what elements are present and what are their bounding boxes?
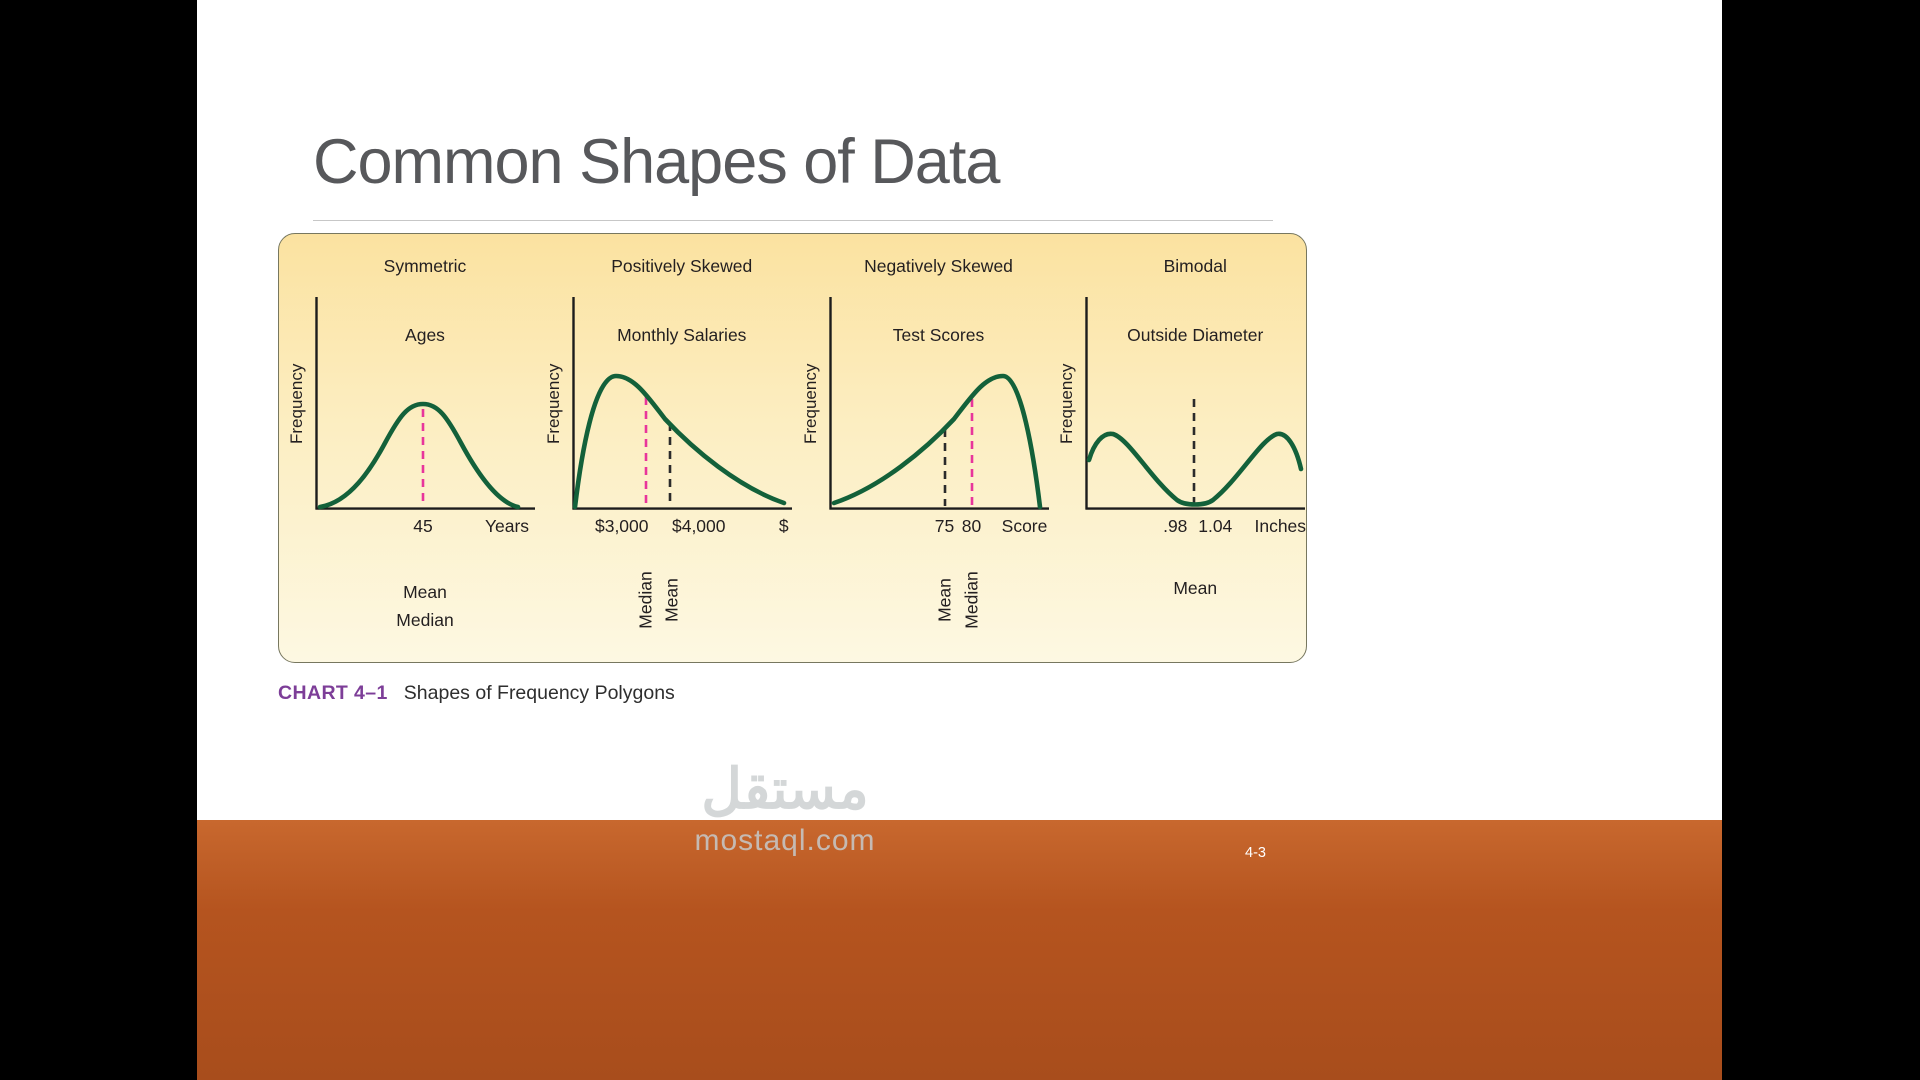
symmetric-curve-chart bbox=[315, 297, 535, 510]
x-tick-label: 75 bbox=[934, 516, 955, 536]
plot-area-bimodal: Outside Diameter bbox=[1085, 297, 1306, 510]
caption-text: Shapes of Frequency Polygons bbox=[403, 682, 675, 704]
title-divider bbox=[313, 220, 1273, 221]
x-tick-label: 80 bbox=[961, 516, 982, 536]
x-axis-title: Score bbox=[1001, 516, 1048, 536]
x-tick-label: $3,000 bbox=[594, 516, 649, 536]
statistic-labels: Mean Median bbox=[315, 544, 535, 660]
median-label-rotated: Median bbox=[961, 571, 981, 629]
mean-label: Mean bbox=[403, 582, 447, 602]
y-axis-label: Frequency bbox=[287, 363, 306, 444]
x-axis-labels: 45 Years bbox=[315, 510, 535, 544]
plot-row-positively-skewed: Frequency Monthly Salaries bbox=[536, 297, 793, 510]
median-label-rotated: Median bbox=[635, 571, 656, 629]
panel-bimodal: Bimodal Frequency Outside Diameter bbox=[1049, 256, 1306, 662]
footer-bar bbox=[197, 820, 1722, 1080]
plot-row-bimodal: Frequency Outside Diameter bbox=[1049, 297, 1306, 510]
plot-area-negatively-skewed: Test Scores bbox=[828, 297, 1049, 510]
x-tick-label: 1.04 bbox=[1198, 516, 1233, 536]
plot-area-symmetric: Ages bbox=[315, 297, 535, 510]
positively-skewed-curve-chart bbox=[572, 297, 792, 510]
x-axis-title: Years bbox=[484, 516, 530, 536]
plot-subtitle: Outside Diameter bbox=[1127, 325, 1264, 345]
shape-label-negatively-skewed: Negatively Skewed bbox=[864, 256, 1013, 276]
frequency-curve bbox=[572, 373, 787, 510]
y-axis-label: Frequency bbox=[800, 363, 820, 444]
plot-row-negatively-skewed: Frequency Test Scores bbox=[793, 297, 1050, 510]
frequency-curve bbox=[831, 373, 1042, 510]
x-tick-label: $4,000 bbox=[671, 516, 726, 536]
bimodal-curve-chart bbox=[1085, 297, 1306, 510]
mean-label: Mean bbox=[1173, 578, 1218, 598]
x-axis-labels: 75 80 Score bbox=[829, 510, 1049, 544]
y-axis-label: Frequency bbox=[543, 363, 563, 444]
x-tick-label: 45 bbox=[413, 516, 433, 536]
frequency-curve bbox=[1086, 431, 1304, 507]
statistic-labels: Mean Median bbox=[829, 544, 1049, 660]
presentation-slide: Common Shapes of Data Symmetric Frequenc… bbox=[197, 0, 1722, 1080]
plot-row-symmetric: Frequency Ages bbox=[279, 297, 536, 510]
y-axis-label: Frequency bbox=[1057, 363, 1077, 444]
slide-page-number: 4-3 bbox=[1245, 845, 1266, 861]
x-tick-label: .98 bbox=[1163, 516, 1188, 536]
x-axis-labels: $3,000 $4,000 $ bbox=[572, 510, 792, 544]
x-axis-title: Inches bbox=[1254, 516, 1307, 536]
panel-symmetric: Symmetric Frequency Ages 45 bbox=[279, 256, 536, 662]
plot-subtitle: Ages bbox=[405, 325, 445, 345]
panel-positively-skewed: Positively Skewed Frequency Monthly Sala… bbox=[536, 256, 793, 662]
statistic-labels: Mean bbox=[1085, 544, 1305, 660]
caption-chart-number: CHART 4–1 bbox=[278, 682, 388, 704]
panel-negatively-skewed: Negatively Skewed Frequency Test Scores bbox=[793, 256, 1050, 662]
x-axis-title: $ bbox=[778, 516, 789, 536]
shape-label-positively-skewed: Positively Skewed bbox=[611, 256, 753, 276]
mean-label-rotated: Mean bbox=[934, 578, 954, 622]
frequency-polygon-figure: Symmetric Frequency Ages 45 bbox=[278, 233, 1307, 663]
shape-label-bimodal: Bimodal bbox=[1163, 256, 1227, 276]
plot-subtitle: Monthly Salaries bbox=[617, 325, 747, 345]
mean-label-rotated: Mean bbox=[661, 578, 682, 622]
figure-caption: CHART 4–1 Shapes of Frequency Polygons bbox=[278, 682, 675, 705]
plot-subtitle: Test Scores bbox=[892, 325, 985, 345]
x-axis-labels: .98 1.04 Inches bbox=[1085, 510, 1307, 544]
plot-area-positively-skewed: Monthly Salaries bbox=[572, 297, 792, 510]
slide-title: Common Shapes of Data bbox=[313, 127, 1000, 197]
mostaql-arabic-logo: مستقل bbox=[701, 757, 869, 820]
shape-label-symmetric: Symmetric bbox=[383, 256, 467, 276]
mean-median-stacked-labels: Mean Median bbox=[315, 578, 535, 634]
statistic-labels: Median Mean bbox=[572, 544, 792, 660]
negatively-skewed-curve-chart bbox=[828, 297, 1049, 510]
median-label: Median bbox=[396, 610, 454, 630]
frequency-curve bbox=[317, 401, 521, 510]
